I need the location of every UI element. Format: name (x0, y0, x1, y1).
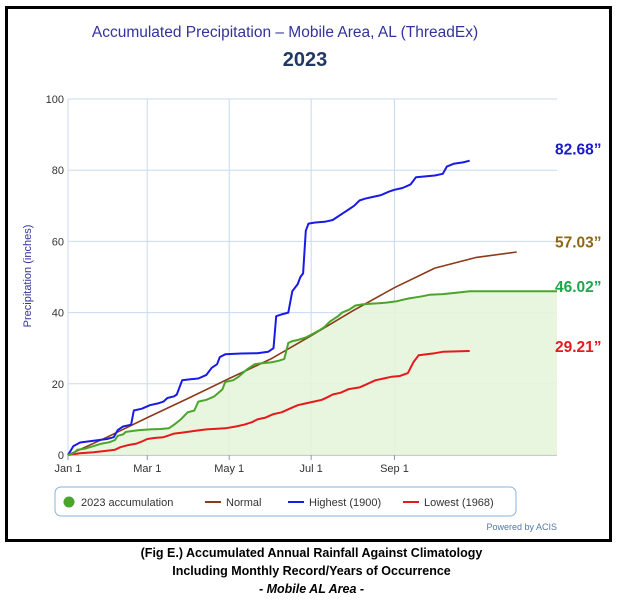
caption-line-3: - Mobile AL Area - (258, 582, 365, 596)
end-labels: 82.68” 57.03” 46.02” 29.21” (555, 142, 602, 356)
legend-box (54, 486, 517, 517)
y-tick-label: 80 (52, 165, 64, 177)
legend-marker (63, 496, 75, 508)
series-line-lowest-1968 (67, 350, 470, 456)
series-line-highest-1900 (67, 159, 470, 456)
y-tick-label: 60 (52, 236, 64, 248)
x-tick-label: May 1 (214, 463, 244, 475)
y-tick-label: 0 (58, 450, 64, 462)
y-axis-label: Precipitation (inches) (22, 225, 34, 328)
end-label: 46.02” (555, 279, 602, 296)
chart-title: Accumulated Precipitation – Mobile Area,… (92, 24, 478, 41)
legend-label: Highest (1900) (309, 497, 381, 509)
end-label: 57.03” (555, 235, 602, 252)
legend-label: Normal (226, 497, 261, 509)
series-line-2023-accumulation (67, 290, 557, 456)
legend-label: Lowest (1968) (424, 497, 494, 509)
x-tick-label: Jan 1 (55, 463, 82, 475)
y-tick-label: 100 (46, 94, 64, 106)
x-tick-label: Jul 1 (300, 463, 323, 475)
y-tick-label: 40 (52, 308, 64, 320)
x-tick-label: Mar 1 (133, 463, 161, 475)
legend: 2023 accumulation Normal Highest (1900) Low… (54, 486, 517, 517)
axis-ticks: 0 20 40 60 80 100 Jan 1 Mar 1 May 1 Jul 1 Sep 1 (46, 94, 409, 475)
plot-series (67, 159, 557, 456)
legend-label: 2023 accumulation (81, 497, 173, 509)
x-tick-label: Sep 1 (380, 463, 409, 475)
credit-text: Powered by ACIS (486, 522, 557, 532)
series-area-2023 (68, 291, 557, 455)
figure-caption: (Fig E.) Accumulated Annual Rainfall Aga… (0, 544, 623, 598)
y-tick-label: 20 (52, 379, 64, 391)
caption-line-2: Including Monthly Record/Years of Occurr… (172, 564, 451, 578)
end-label: 82.68” (555, 142, 602, 159)
caption-line-1: (Fig E.) Accumulated Annual Rainfall Aga… (140, 546, 483, 560)
chart-subtitle: 2023 (283, 49, 328, 71)
precipitation-chart: Accumulated Precipitation – Mobile Area,… (22, 24, 602, 532)
end-label: 29.21” (555, 339, 602, 356)
series-line-normal (67, 251, 517, 456)
